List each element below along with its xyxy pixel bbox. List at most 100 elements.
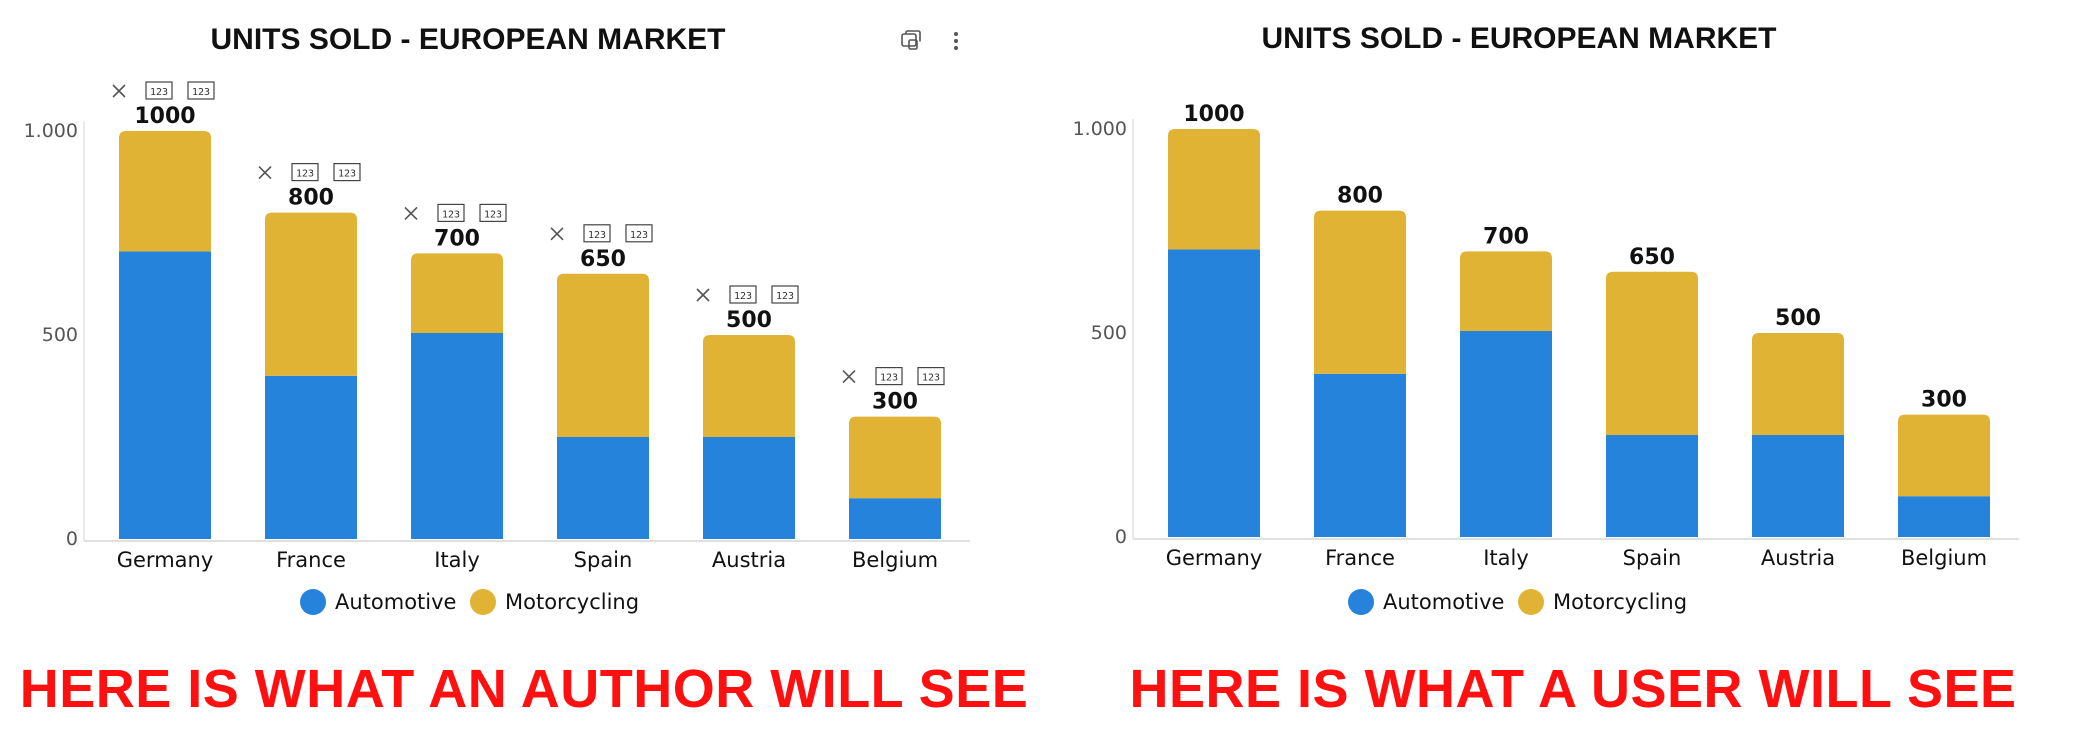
legend-item-motorcycling[interactable]: Motorcycling bbox=[470, 589, 639, 615]
x-tick-label: France bbox=[276, 548, 346, 572]
bar-group-italy[interactable] bbox=[411, 253, 503, 539]
bar-segment-motorcycling[interactable] bbox=[1606, 271, 1698, 435]
author-label-controls: 123 123 bbox=[112, 81, 215, 100]
bar-segment-automotive[interactable] bbox=[1460, 330, 1552, 537]
bar-segment-automotive[interactable] bbox=[703, 437, 795, 539]
more-options-icon[interactable] bbox=[941, 26, 971, 56]
chart-title: UNITS SOLD - EUROPEAN MARKET bbox=[210, 23, 725, 56]
bar-group-austria[interactable] bbox=[1752, 333, 1844, 537]
bar-segment-motorcycling[interactable] bbox=[1460, 251, 1552, 331]
bar-group-germany[interactable] bbox=[119, 131, 211, 540]
number-format-icon[interactable]: 123 bbox=[917, 367, 945, 386]
y-tick-label: 1.000 bbox=[1073, 118, 1127, 140]
copy-icon[interactable] bbox=[896, 26, 926, 56]
bar-segment-automotive[interactable] bbox=[1606, 435, 1698, 537]
legend-item-motorcycling[interactable]: Motorcycling bbox=[1518, 589, 1687, 615]
author-label-controls: 123 123 bbox=[842, 367, 945, 386]
bar-segment-motorcycling[interactable] bbox=[1752, 333, 1844, 435]
close-icon[interactable] bbox=[112, 84, 126, 98]
close-icon[interactable] bbox=[404, 206, 418, 220]
number-format-icon[interactable]: 123 bbox=[771, 285, 799, 304]
x-tick-label: Belgium bbox=[1901, 546, 1987, 570]
bar-group-france[interactable] bbox=[265, 212, 357, 539]
author-view-panel: UNITS SOLD - EUROPEAN MARKET 0 500 1.000 100… bbox=[0, 0, 1048, 748]
bar-segment-automotive[interactable] bbox=[557, 437, 649, 539]
data-label-total: 650 bbox=[1629, 245, 1675, 270]
number-format-icon[interactable]: 123 bbox=[333, 163, 361, 182]
x-tick-label: Italy bbox=[434, 548, 480, 572]
bar-segment-motorcycling[interactable] bbox=[557, 273, 649, 437]
bar-segment-motorcycling[interactable] bbox=[849, 416, 941, 499]
number-format-icon[interactable]: 123 bbox=[729, 285, 757, 304]
number-format-icon[interactable]: 123 bbox=[875, 367, 903, 386]
bar-group-austria[interactable] bbox=[703, 335, 795, 539]
bar-segment-motorcycling[interactable] bbox=[703, 335, 795, 437]
bar-group-germany[interactable] bbox=[1168, 129, 1260, 538]
number-format-icon[interactable]: 123 bbox=[625, 224, 653, 243]
y-tick-label: 0 bbox=[1115, 526, 1127, 548]
author-label-controls: 123 123 bbox=[696, 285, 799, 304]
close-icon[interactable] bbox=[550, 227, 564, 241]
svg-text:123: 123 bbox=[922, 373, 940, 384]
bar-segment-automotive[interactable] bbox=[1314, 373, 1406, 537]
x-tick-label: Italy bbox=[1483, 546, 1529, 570]
bar-segment-automotive[interactable] bbox=[265, 375, 357, 539]
x-tick-label: France bbox=[1325, 546, 1395, 570]
number-format-icon[interactable]: 123 bbox=[187, 81, 215, 100]
user-caption: HERE IS WHAT A USER WILL SEE bbox=[1129, 659, 2017, 719]
bar-segment-motorcycling[interactable] bbox=[265, 212, 357, 376]
svg-text:123: 123 bbox=[338, 169, 356, 180]
bar-group-spain[interactable] bbox=[1606, 271, 1698, 537]
data-label-total: 700 bbox=[434, 226, 480, 251]
bar-segment-motorcycling[interactable] bbox=[1898, 414, 1990, 497]
bar-segment-automotive[interactable] bbox=[411, 332, 503, 539]
user-chart: UNITS SOLD - EUROPEAN MARKET 0 500 1.000 100… bbox=[1073, 22, 2019, 615]
data-label-total: 650 bbox=[580, 247, 626, 272]
bar-segment-motorcycling[interactable] bbox=[1314, 210, 1406, 374]
bar-segment-motorcycling[interactable] bbox=[119, 131, 211, 252]
y-tick-label: 500 bbox=[42, 324, 78, 346]
x-tick-label: Germany bbox=[1166, 546, 1263, 570]
number-format-icon[interactable]: 123 bbox=[437, 203, 465, 222]
x-tick-label: Belgium bbox=[852, 548, 938, 572]
author-chart: UNITS SOLD - EUROPEAN MARKET 0 500 1.000 100… bbox=[24, 23, 970, 615]
bar-segment-automotive[interactable] bbox=[119, 251, 211, 540]
author-label-controls: 123 123 bbox=[404, 203, 507, 222]
svg-text:123: 123 bbox=[484, 209, 502, 220]
number-format-icon[interactable]: 123 bbox=[479, 203, 507, 222]
number-format-icon[interactable]: 123 bbox=[291, 163, 319, 182]
author-label-controls: 123 123 bbox=[550, 224, 653, 243]
svg-text:123: 123 bbox=[880, 373, 898, 384]
close-icon[interactable] bbox=[696, 288, 710, 302]
data-label-total: 300 bbox=[872, 390, 918, 415]
bar-segment-motorcycling[interactable] bbox=[411, 253, 503, 333]
data-label-total: 1000 bbox=[134, 104, 195, 129]
svg-text:Automotive: Automotive bbox=[1383, 590, 1504, 614]
bar-group-italy[interactable] bbox=[1460, 251, 1552, 537]
close-icon[interactable] bbox=[842, 370, 856, 384]
data-label-total: 1000 bbox=[1183, 102, 1244, 127]
number-format-icon[interactable]: 123 bbox=[583, 224, 611, 243]
legend-item-automotive[interactable]: Automotive bbox=[1348, 589, 1504, 615]
bar-segment-automotive[interactable] bbox=[1898, 496, 1990, 537]
data-label-total: 300 bbox=[1921, 388, 1967, 413]
bar-group-belgium[interactable] bbox=[1898, 414, 1990, 537]
bar-segment-motorcycling[interactable] bbox=[1168, 129, 1260, 250]
bar-segment-automotive[interactable] bbox=[1168, 249, 1260, 538]
bar-group-spain[interactable] bbox=[557, 273, 649, 539]
data-label-total: 800 bbox=[288, 186, 334, 211]
bar-group-france[interactable] bbox=[1314, 210, 1406, 537]
y-tick-label: 0 bbox=[66, 528, 78, 550]
svg-text:123: 123 bbox=[442, 209, 460, 220]
author-caption: HERE IS WHAT AN AUTHOR WILL SEE bbox=[19, 659, 1029, 719]
number-format-icon[interactable]: 123 bbox=[145, 81, 173, 100]
bar-group-belgium[interactable] bbox=[849, 416, 941, 539]
close-icon[interactable] bbox=[258, 166, 272, 180]
y-tick-label: 500 bbox=[1091, 322, 1127, 344]
svg-text:Motorcycling: Motorcycling bbox=[1553, 590, 1687, 614]
author-label-controls: 123 123 bbox=[258, 163, 361, 182]
data-label-total: 500 bbox=[726, 308, 772, 333]
bar-segment-automotive[interactable] bbox=[849, 498, 941, 539]
legend-item-automotive[interactable]: Automotive bbox=[300, 589, 456, 615]
bar-segment-automotive[interactable] bbox=[1752, 435, 1844, 537]
